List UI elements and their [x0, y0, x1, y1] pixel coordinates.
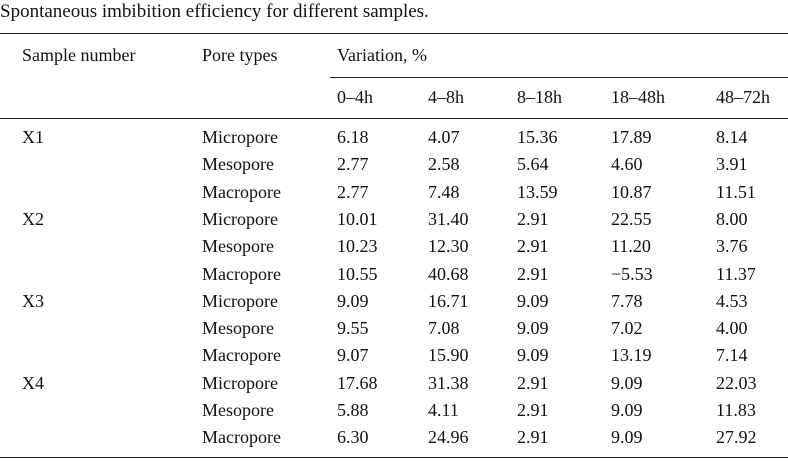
header-bottom-rule — [0, 118, 788, 119]
bottom-rule — [0, 457, 788, 458]
value-cell: 9.09 — [611, 400, 643, 420]
value-cell: 40.68 — [428, 263, 469, 284]
value-cell: 22.03 — [716, 372, 757, 393]
value-cell: −5.53 — [611, 263, 653, 284]
value-cell: 24.96 — [428, 427, 469, 448]
value-cell: 7.08 — [428, 318, 460, 339]
pore-cell: Micropore — [202, 290, 278, 311]
value-cell: 11.51 — [716, 181, 756, 202]
sample-cell: X1 — [22, 127, 44, 147]
value-cell: 3.91 — [716, 154, 748, 175]
value-cell: 9.09 — [611, 427, 643, 448]
period-header: 8–18h — [517, 87, 562, 107]
value-cell: 27.92 — [716, 427, 757, 448]
value-cell: 2.91 — [517, 372, 549, 393]
value-cell: 4.60 — [611, 154, 643, 175]
value-cell: 17.68 — [337, 372, 378, 393]
value-cell: 12.30 — [428, 236, 469, 257]
value-cell: 17.89 — [611, 127, 652, 147]
value-cell: 10.01 — [337, 208, 378, 229]
value-cell: 10.55 — [337, 263, 378, 284]
value-cell: 15.36 — [517, 127, 558, 147]
value-cell: 6.30 — [337, 427, 369, 448]
pore-cell: Macropore — [202, 263, 281, 284]
value-cell: 5.64 — [517, 154, 549, 175]
pore-cell: Mesopore — [202, 318, 274, 339]
value-cell: 9.09 — [517, 290, 549, 311]
value-cell: 11.20 — [611, 236, 651, 257]
value-cell: 9.07 — [337, 345, 369, 366]
value-cell: 7.78 — [611, 290, 643, 311]
pore-cell: Micropore — [202, 208, 278, 229]
pore-cell: Macropore — [202, 427, 281, 448]
value-cell: 5.88 — [337, 400, 369, 420]
header-cell: Variation, % — [337, 45, 427, 65]
value-cell: 2.91 — [517, 208, 549, 229]
pore-cell: Macropore — [202, 345, 281, 366]
value-cell: 4.00 — [716, 318, 748, 339]
header-rule — [330, 77, 788, 78]
period-header: 0–4h — [337, 87, 373, 107]
period-header: 48–72h — [716, 87, 770, 107]
value-cell: 8.00 — [716, 208, 748, 229]
header-cell: Sample number — [22, 45, 136, 65]
pore-cell: Mesopore — [202, 154, 274, 175]
pore-cell: Mesopore — [202, 236, 274, 257]
value-cell: 8.14 — [716, 127, 748, 147]
value-cell: 31.38 — [428, 372, 469, 393]
value-cell: 3.76 — [716, 236, 748, 257]
value-cell: 7.02 — [611, 318, 643, 339]
value-cell: 2.91 — [517, 263, 549, 284]
value-cell: 9.09 — [517, 345, 549, 366]
pore-cell: Macropore — [202, 181, 281, 202]
value-cell: 13.19 — [611, 345, 652, 366]
value-cell: 13.59 — [517, 181, 558, 202]
value-cell: 2.77 — [337, 181, 369, 202]
top-rule — [0, 33, 788, 34]
value-cell: 4.11 — [428, 400, 459, 420]
value-cell: 2.91 — [517, 236, 549, 257]
value-cell: 2.77 — [337, 154, 369, 175]
value-cell: 31.40 — [428, 208, 469, 229]
sample-cell: X2 — [22, 208, 44, 229]
table-title: Spontaneous imbibition efficiency for di… — [0, 1, 429, 22]
value-cell: 11.83 — [716, 400, 756, 420]
value-cell: 2.91 — [517, 427, 549, 448]
value-cell: 9.09 — [337, 290, 369, 311]
value-cell: 7.14 — [716, 345, 748, 366]
value-cell: 22.55 — [611, 208, 652, 229]
period-header: 18–48h — [611, 87, 665, 107]
sample-cell: X4 — [22, 372, 44, 393]
value-cell: 6.18 — [337, 127, 369, 147]
value-cell: 10.23 — [337, 236, 378, 257]
pore-cell: Mesopore — [202, 400, 274, 420]
value-cell: 4.07 — [428, 127, 460, 147]
value-cell: 15.90 — [428, 345, 469, 366]
value-cell: 9.09 — [611, 372, 643, 393]
pore-cell: Micropore — [202, 127, 278, 147]
value-cell: 9.09 — [517, 318, 549, 339]
value-cell: 4.53 — [716, 290, 748, 311]
value-cell: 11.37 — [716, 263, 756, 284]
value-cell: 9.55 — [337, 318, 369, 339]
value-cell: 2.58 — [428, 154, 460, 175]
value-cell: 10.87 — [611, 181, 652, 202]
value-cell: 7.48 — [428, 181, 460, 202]
value-cell: 16.71 — [428, 290, 469, 311]
pore-cell: Micropore — [202, 372, 278, 393]
value-cell: 2.91 — [517, 400, 549, 420]
sample-cell: X3 — [22, 290, 44, 311]
header-cell: Pore types — [202, 45, 278, 65]
period-header: 4–8h — [428, 87, 464, 107]
